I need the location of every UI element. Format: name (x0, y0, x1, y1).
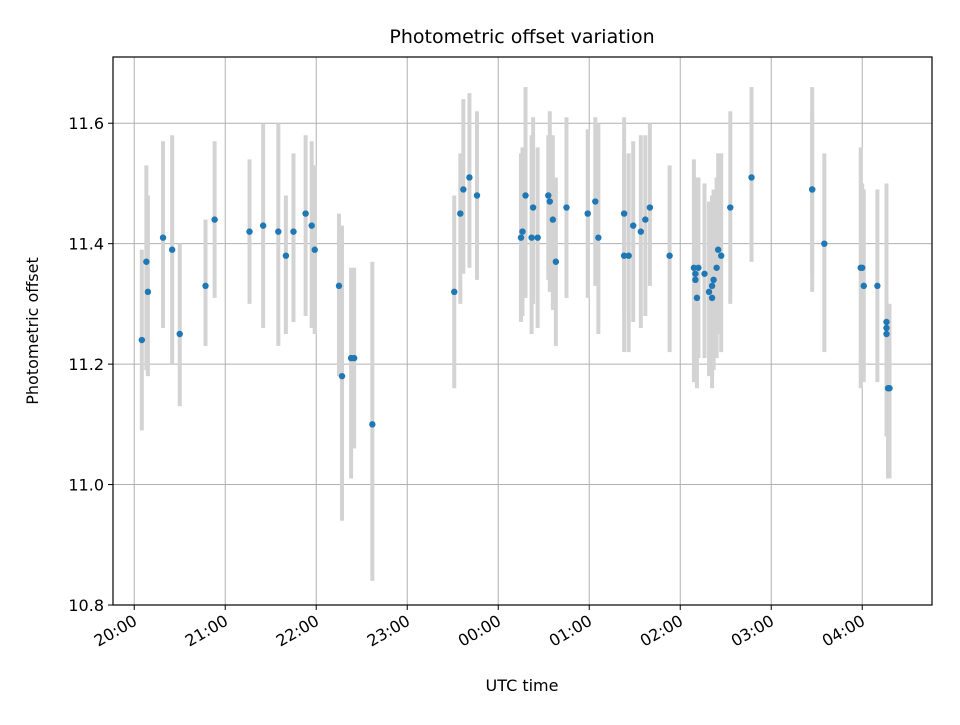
data-point (528, 234, 535, 241)
data-point (460, 186, 467, 193)
data-point (517, 234, 525, 241)
data-point (714, 246, 722, 253)
y-axis: 10.8 11.0 11.2 11.4 11.6 (68, 114, 113, 615)
data-point (883, 318, 890, 326)
data-point (529, 204, 537, 211)
data-point (259, 222, 267, 229)
data-point (692, 270, 699, 277)
data-point (311, 246, 318, 253)
data-point (534, 234, 541, 241)
data-point (620, 210, 628, 217)
data-point (705, 288, 713, 296)
x-axis-label: UTC time (486, 676, 559, 695)
data-points (138, 174, 893, 428)
data-point (275, 228, 282, 235)
data-point (545, 192, 552, 199)
y-tick-label: 11.2 (68, 355, 104, 374)
data-point (646, 204, 654, 211)
data-point (522, 192, 529, 199)
data-point (290, 228, 297, 235)
data-point (473, 192, 481, 199)
data-point (302, 210, 309, 217)
data-point (708, 282, 716, 290)
data-point (168, 246, 176, 253)
data-point (748, 174, 755, 181)
data-point (874, 282, 881, 290)
data-point (690, 264, 698, 271)
y-tick-label: 11.6 (68, 114, 104, 133)
plot-frame (112, 56, 933, 606)
data-point (338, 372, 346, 380)
data-point (692, 276, 699, 284)
data-point (859, 264, 866, 271)
data-point (350, 354, 358, 362)
data-point (549, 216, 557, 223)
data-point (886, 385, 893, 392)
data-point (282, 252, 290, 259)
data-point (883, 324, 890, 332)
data-point (637, 228, 644, 235)
data-point (620, 252, 628, 259)
data-point (693, 294, 701, 302)
data-point (451, 288, 458, 296)
data-point (717, 252, 725, 259)
data-point (335, 282, 343, 290)
data-point (546, 198, 553, 205)
data-point (159, 234, 167, 241)
chart-title: Photometric offset variation (389, 26, 654, 48)
data-point (727, 204, 734, 211)
data-point (202, 282, 209, 290)
data-point (176, 330, 183, 338)
y-tick-label: 10.8 (68, 596, 104, 615)
data-point (625, 252, 632, 259)
data-point (883, 330, 890, 338)
data-point (630, 222, 637, 229)
data-point (457, 210, 464, 217)
data-point (466, 174, 473, 181)
y-tick-label: 11.4 (68, 235, 104, 254)
data-point (808, 186, 816, 193)
data-point (592, 198, 599, 205)
data-point (666, 252, 673, 259)
data-point (563, 204, 570, 211)
y-tick-label: 11.0 (68, 476, 104, 495)
data-point (713, 264, 720, 271)
data-point (308, 222, 315, 229)
data-point (369, 421, 376, 428)
data-point (710, 276, 717, 284)
data-point (701, 270, 708, 277)
data-point (584, 210, 591, 217)
data-point (138, 336, 146, 344)
data-point (695, 264, 702, 271)
data-point (246, 228, 253, 235)
data-point (821, 240, 828, 247)
y-axis-label: Photometric offset (23, 257, 42, 405)
data-point (552, 258, 560, 265)
data-point (708, 294, 716, 302)
data-point (860, 282, 867, 290)
data-point (211, 216, 218, 223)
data-point (595, 234, 602, 241)
data-point (519, 228, 526, 235)
data-point (144, 288, 152, 296)
data-point (642, 216, 649, 223)
data-point (143, 258, 150, 265)
